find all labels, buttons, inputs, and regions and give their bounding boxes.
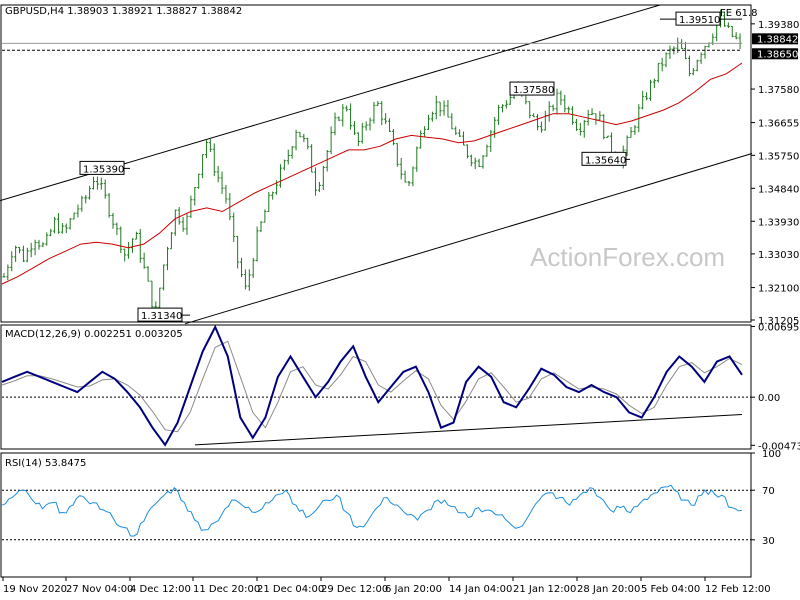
price-tick-label: 1.31205 <box>758 316 799 327</box>
rsi-tick-label: 100 <box>762 449 781 460</box>
rsi-tick-label: 30 <box>762 536 775 547</box>
macd-tick-label: -0.004736 <box>758 441 800 452</box>
price-tick-label: 1.32100 <box>758 284 799 295</box>
rsi-tick-label: 70 <box>762 486 775 497</box>
price-tag-box <box>752 48 798 60</box>
level-box <box>509 81 555 96</box>
macd-tick-label: 0.00 <box>758 393 780 404</box>
moving-average <box>1 62 743 285</box>
price-tick-label: 1.38650 <box>757 49 798 60</box>
level-box <box>137 307 183 322</box>
x-tick-label: 6 Jan 20:00 <box>385 584 442 595</box>
macd-lines <box>1 324 751 447</box>
rsi-panel: RSI(14) 53.8475 <box>0 452 752 578</box>
level-box <box>675 11 721 26</box>
price-tick-label: 1.33930 <box>758 217 799 228</box>
x-tick-label: 21 Jan 12:00 <box>513 584 576 595</box>
level-label: 1.35640 <box>585 155 626 166</box>
macd-trendline <box>194 413 743 446</box>
x-tick-label: 27 Nov 04:00 <box>66 584 133 595</box>
price-tick-label: 1.39380 <box>758 20 799 31</box>
level-label: 1.37580 <box>513 85 554 96</box>
x-tick-label: 19 Nov 2020 <box>3 584 67 595</box>
price-title: GBPUSD,H4 1.38903 1.38921 1.38827 1.3884… <box>5 6 242 17</box>
axes: 1.39380 1.38842 1.38650 1.37580 1.36655 1.357… <box>2 20 800 595</box>
level-label: 1.31340 <box>141 311 182 322</box>
x-tick-label: 21 Dec 04:00 <box>257 584 324 595</box>
price-levels: FE 61.8 1.35390 1.31340 1.37580 1.35640 1.395… <box>2 8 758 322</box>
ma-line <box>1 62 743 285</box>
price-tick-label: 1.34840 <box>758 184 799 195</box>
signal-line <box>1 340 743 433</box>
fib-label: FE 61.8 <box>720 8 758 19</box>
price-tick-label: 1.38842 <box>757 34 798 45</box>
x-tick-label: 12 Feb 12:00 <box>705 584 771 595</box>
rsi-title: RSI(14) 53.8475 <box>5 458 86 469</box>
price-candles <box>2 9 742 311</box>
price-tick-label: 1.36655 <box>758 119 799 130</box>
price-tick-label: 1.35750 <box>758 151 799 162</box>
macd-panel: MACD(12,26,9) 0.002251 0.003205 <box>0 324 752 450</box>
macd-line <box>1 324 743 447</box>
price-panel: ActionForex.com FE 61.8 1.35390 1.31340 1.3… <box>0 4 758 325</box>
level-label: 1.35390 <box>83 164 124 175</box>
x-tick-label: 14 Jan 04:00 <box>449 584 512 595</box>
rsi-lines <box>1 484 751 541</box>
level-box <box>581 151 627 166</box>
x-tick-label: 5 Feb 04:00 <box>641 584 700 595</box>
macd-tick-label: 0.006956 <box>758 322 800 333</box>
x-tick-label: 29 Dec 12:00 <box>321 584 388 595</box>
x-tick-label: 28 Jan 20:00 <box>577 584 640 595</box>
price-tag-box <box>752 33 798 45</box>
x-tick-label: 11 Dec 20:00 <box>193 584 260 595</box>
watermark: ActionForex.com <box>530 242 725 272</box>
rsi-line <box>1 484 743 537</box>
level-label: 1.39510 <box>679 15 720 26</box>
price-tick-label: 1.33030 <box>758 250 799 261</box>
price-tick-label: 1.37580 <box>758 85 799 96</box>
x-tick-label: 4 Dec 12:00 <box>130 584 191 595</box>
level-box <box>79 160 125 175</box>
macd-title: MACD(12,26,9) 0.002251 0.003205 <box>5 329 183 340</box>
channel-lower <box>184 153 753 325</box>
